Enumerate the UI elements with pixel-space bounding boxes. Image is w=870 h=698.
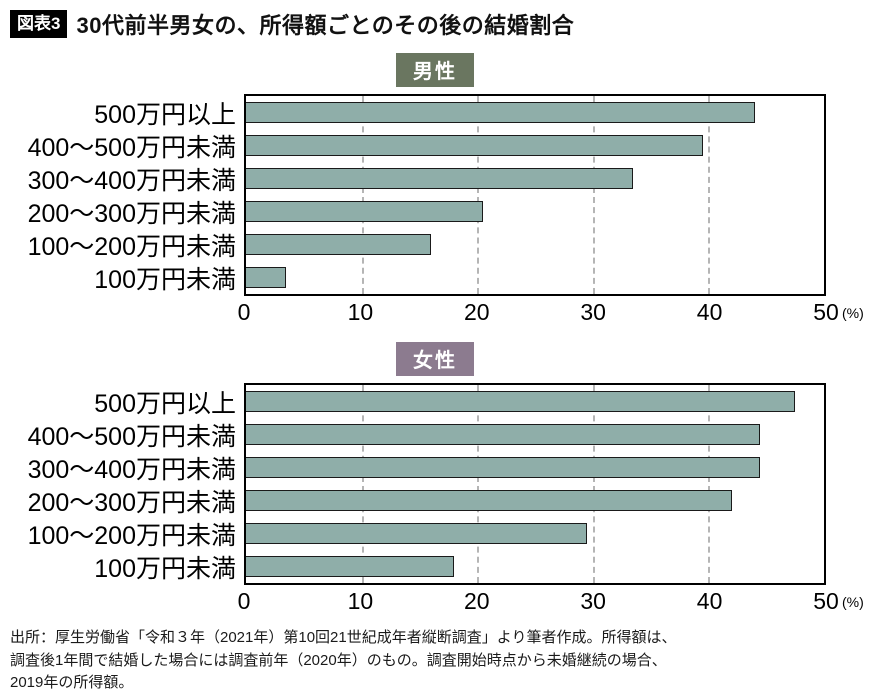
chart-men-body: 500万円以上 400〜500万円未満 300〜400万円未満 200〜300万円未満… [10, 94, 864, 329]
chart-women-plot-col: 0 10 20 30 40 50 (%) [238, 383, 864, 618]
bar-row [246, 517, 824, 550]
bar [246, 234, 431, 255]
bar-row [246, 129, 824, 162]
chart-women-title-wrap: 女性 [10, 342, 860, 376]
category-label: 200〜300万円未満 [27, 199, 236, 228]
bar [246, 102, 755, 123]
chart-women-title-badge: 女性 [396, 342, 474, 376]
gridline [708, 385, 711, 583]
bar-row [246, 228, 824, 261]
axis-unit-label: (%) [842, 594, 864, 610]
chart-women-x-axis: 0 10 20 30 40 50 (%) [238, 585, 864, 618]
category-label: 100〜200万円未満 [27, 232, 236, 261]
bar-row [246, 484, 824, 517]
axis-tick-label: 30 [580, 588, 606, 614]
chart-women: 女性 500万円以上 400〜500万円未満 300〜400万円未満 200〜300万… [10, 342, 864, 618]
page-title: 30代前半男女の、所得額ごとのその後の結婚割合 [76, 13, 575, 38]
axis-tick-label: 40 [696, 588, 723, 614]
gridline [592, 385, 595, 583]
source-note-line: 調査後1年間で結婚した場合には調査前年（2020年）のもの。調査開始時点から未婚… [10, 651, 667, 669]
chart-men-plot-area [244, 94, 826, 296]
category-label: 500万円以上 [94, 389, 236, 418]
chart-men-title-wrap: 男性 [10, 53, 860, 87]
bar [246, 391, 796, 412]
bar-row [246, 162, 824, 195]
figure-number-badge: 図表3 [10, 10, 68, 38]
category-label: 300〜400万円未満 [27, 166, 236, 195]
axis-tick-label: 20 [464, 588, 490, 614]
category-label: 100〜200万円未満 [27, 521, 236, 550]
bar-row [246, 451, 824, 484]
gridline [592, 96, 595, 294]
category-label: 300〜400万円未満 [27, 455, 236, 484]
gridline [708, 96, 711, 294]
axis-tick-label: 50 [813, 299, 839, 325]
bar-row [246, 418, 824, 451]
category-label: 400〜500万円未満 [27, 422, 236, 451]
chart-women-body: 500万円以上 400〜500万円未満 300〜400万円未満 200〜300万円未満… [10, 383, 864, 618]
chart-men-title-badge: 男性 [396, 53, 474, 87]
chart-women-plot-area [244, 383, 826, 585]
axis-tick-label: 10 [347, 299, 374, 325]
axis-tick-label: 0 [237, 299, 251, 325]
bar-row [246, 195, 824, 228]
header: 図表3 30代前半男女の、所得額ごとのその後の結婚割合 [10, 8, 860, 40]
gridline [477, 385, 480, 583]
gridline [477, 96, 480, 294]
bar [246, 267, 287, 288]
bar-row [246, 550, 824, 583]
chart-men-x-axis: 0 10 20 30 40 50 (%) [238, 296, 864, 329]
bar [246, 168, 634, 189]
bar-row [246, 385, 824, 418]
bar [246, 490, 732, 511]
chart-women-category-labels: 500万円以上 400〜500万円未満 300〜400万円未満 200〜300万円未満… [10, 383, 244, 618]
chart-men: 男性 500万円以上 400〜500万円未満 300〜400万円未満 200〜300万… [10, 53, 864, 329]
chart-men-category-labels: 500万円以上 400〜500万円未満 300〜400万円未満 200〜300万円未満… [10, 94, 244, 329]
category-label: 200〜300万円未満 [27, 488, 236, 517]
category-label: 100万円未満 [94, 554, 236, 583]
bar-row [246, 261, 824, 294]
bar [246, 135, 703, 156]
category-label: 500万円以上 [94, 100, 236, 129]
bar [246, 201, 483, 222]
axis-tick-label: 0 [237, 588, 251, 614]
bar [246, 424, 761, 445]
bar [246, 457, 761, 478]
axis-tick-label: 30 [580, 299, 606, 325]
axis-tick-label: 40 [696, 299, 723, 325]
category-label: 100万円未満 [94, 265, 236, 294]
bar-row [246, 96, 824, 129]
axis-tick-label: 20 [464, 299, 490, 325]
category-label: 400〜500万円未満 [27, 133, 236, 162]
source-note: 出所：厚生労働省「令和３年（2021年）第10回21世紀成年者縦断調査」より筆者… [10, 627, 860, 695]
bar [246, 556, 455, 577]
source-note-line: 出所：厚生労働省「令和３年（2021年）第10回21世紀成年者縦断調査」より筆者… [10, 629, 677, 646]
axis-unit-label: (%) [842, 305, 864, 321]
axis-tick-label: 10 [347, 588, 374, 614]
axis-tick-label: 50 [813, 588, 839, 614]
gridline [361, 96, 364, 294]
gridline [361, 385, 364, 583]
bar [246, 523, 588, 544]
chart-men-plot-col: 0 10 20 30 40 50 (%) [238, 94, 864, 329]
source-note-line: 2019年の所得額。 [10, 674, 134, 691]
